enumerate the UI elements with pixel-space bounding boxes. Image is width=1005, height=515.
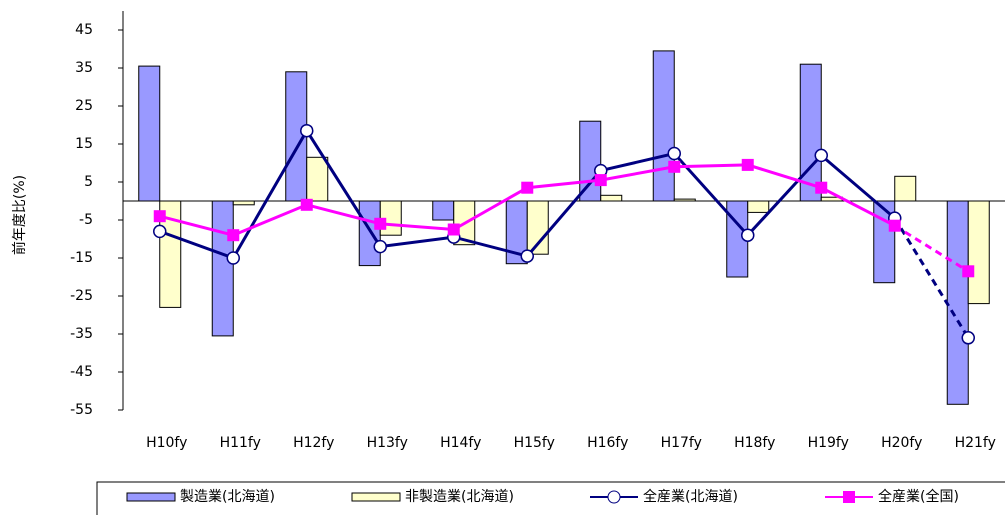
x-tick-label: H10fy xyxy=(146,435,187,451)
x-tick-label: H12fy xyxy=(293,435,334,451)
legend-marker xyxy=(607,490,621,504)
y-tick-label: -15 xyxy=(70,250,93,266)
marker xyxy=(300,123,314,138)
marker xyxy=(447,223,460,236)
y-tick-label: 25 xyxy=(75,98,93,114)
x-tick-label: H13fy xyxy=(367,435,408,451)
x-tick-label: H20fy xyxy=(881,435,922,451)
legend-label: 製造業(北海道) xyxy=(180,489,275,505)
y-axis-label: 前年度比(%) xyxy=(11,175,28,255)
bar xyxy=(652,50,675,202)
marker xyxy=(153,210,166,223)
y-tick-label: 35 xyxy=(75,60,93,76)
bar xyxy=(946,200,969,405)
marker xyxy=(373,239,387,254)
legend-marker xyxy=(843,491,855,503)
bar xyxy=(600,194,623,202)
x-tick-label: H17fy xyxy=(661,435,702,451)
marker xyxy=(962,265,975,278)
legend-label: 非製造業(北海道) xyxy=(405,489,514,505)
marker xyxy=(226,251,240,265)
y-tick-label: -35 xyxy=(70,326,93,342)
legend-label: 全産業(全国) xyxy=(878,488,959,505)
y-tick-label: -25 xyxy=(70,288,93,304)
bar xyxy=(358,200,381,267)
x-tick-label: H14fy xyxy=(440,435,481,451)
y-tick-label: -45 xyxy=(70,364,93,380)
marker xyxy=(521,181,534,194)
bar xyxy=(306,156,329,202)
x-tick-label: H15fy xyxy=(514,435,555,451)
x-tick-label: H16fy xyxy=(587,435,628,451)
marker xyxy=(888,219,901,232)
bar xyxy=(799,63,822,202)
marker xyxy=(668,160,681,173)
bar xyxy=(894,175,917,202)
legend-swatch xyxy=(126,492,176,502)
marker xyxy=(814,148,828,163)
x-tick-label: H21fy xyxy=(955,435,996,451)
marker xyxy=(300,198,313,211)
marker xyxy=(741,158,754,171)
x-tick-label: H18fy xyxy=(734,435,775,451)
marker xyxy=(374,217,387,230)
bar xyxy=(138,65,161,202)
y-tick-label: 5 xyxy=(84,174,93,190)
y-tick-label: -55 xyxy=(70,402,93,418)
marker xyxy=(815,181,828,194)
marker xyxy=(594,174,607,187)
legend-swatch xyxy=(351,492,401,502)
y-tick-label: -5 xyxy=(79,212,93,228)
marker xyxy=(741,228,755,242)
bar xyxy=(747,200,770,213)
marker xyxy=(153,224,167,239)
x-tick-label: H11fy xyxy=(220,435,261,451)
line-projection xyxy=(893,224,970,273)
y-tick-label: 15 xyxy=(75,136,93,152)
bar xyxy=(526,200,549,255)
bar xyxy=(211,200,234,337)
marker xyxy=(667,146,681,161)
marker xyxy=(227,229,240,242)
bar xyxy=(579,120,602,202)
bar xyxy=(232,200,255,206)
marker xyxy=(961,331,975,345)
x-tick-label: H19fy xyxy=(808,435,849,451)
bar xyxy=(673,198,696,202)
y-tick-label: 45 xyxy=(75,22,93,38)
marker xyxy=(520,249,534,263)
bar xyxy=(967,200,990,305)
bar xyxy=(432,200,455,221)
legend-label: 全産業(北海道) xyxy=(643,488,738,505)
